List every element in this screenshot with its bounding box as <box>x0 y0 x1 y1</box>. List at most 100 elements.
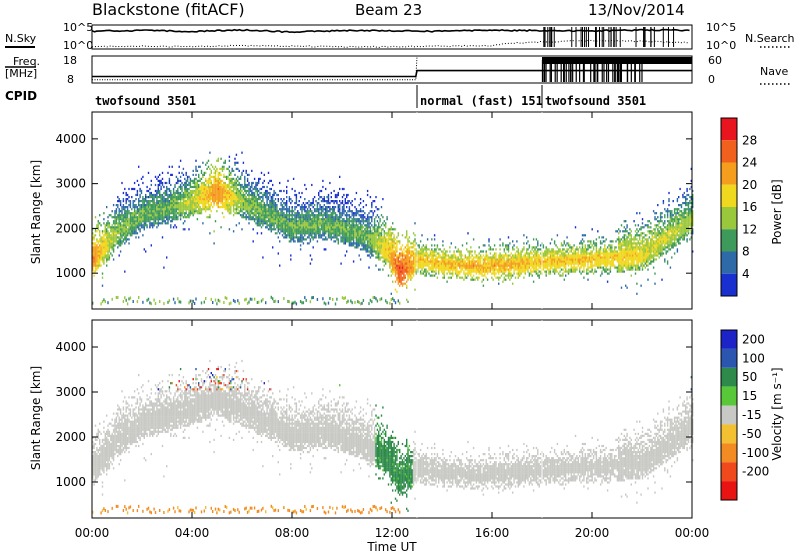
power-cell <box>417 252 419 255</box>
power-cell <box>323 238 325 241</box>
power-cell <box>188 193 190 197</box>
power-cell <box>119 228 122 231</box>
power-cell <box>262 181 264 185</box>
power-cell <box>316 230 319 233</box>
power-cell <box>475 254 478 257</box>
power-cell <box>422 266 425 269</box>
power-cell <box>350 232 352 235</box>
power-cell <box>115 236 118 239</box>
power-cell <box>263 220 265 223</box>
power-cell <box>447 258 450 261</box>
power-cell <box>117 218 119 221</box>
power-cell <box>365 226 367 229</box>
power-cell <box>401 254 404 257</box>
power-cell <box>401 282 404 285</box>
power-cell <box>323 214 325 217</box>
power-cell <box>121 228 123 231</box>
power-cell <box>217 177 219 180</box>
power-cell <box>184 220 186 223</box>
power-cell <box>255 189 257 193</box>
power-cell <box>297 226 299 229</box>
power-cell <box>358 204 360 207</box>
power-cell <box>223 196 225 199</box>
power-cell <box>412 242 415 245</box>
power-cell <box>447 256 450 259</box>
power-cell <box>277 236 279 239</box>
power-cell <box>149 210 151 213</box>
power-cell <box>464 266 466 269</box>
power-cell <box>358 228 360 231</box>
power-cell <box>344 228 346 231</box>
power-cell <box>147 220 150 223</box>
power-cell <box>393 236 395 239</box>
power-cell <box>329 234 331 237</box>
power-cell <box>359 236 362 239</box>
power-cell <box>301 208 303 211</box>
power-cell <box>166 204 168 207</box>
power-cell <box>459 262 461 265</box>
power-cell <box>191 198 193 201</box>
power-cell <box>132 218 134 221</box>
power-cell <box>425 268 427 271</box>
power-cell <box>364 238 366 241</box>
power-cell <box>392 258 394 261</box>
power-cell <box>337 204 339 207</box>
power-cell <box>392 248 394 251</box>
power-cell <box>412 256 415 259</box>
power-cell <box>104 246 106 249</box>
power-cell <box>206 193 208 197</box>
power-cell <box>291 236 293 239</box>
power-cell <box>481 268 483 271</box>
power-cell <box>290 258 292 261</box>
power-cell <box>390 246 392 249</box>
power-cell <box>488 270 490 273</box>
power-cell <box>484 258 486 261</box>
power-cell <box>276 216 278 219</box>
power-cell <box>96 262 98 265</box>
power-cell <box>281 200 284 203</box>
power-cell <box>230 212 232 215</box>
power-cell <box>186 216 189 219</box>
power-cell <box>133 224 136 227</box>
power-cell <box>479 254 482 257</box>
power-cell <box>274 222 277 225</box>
power-cell <box>421 234 423 237</box>
power-cell <box>253 200 256 203</box>
power-cell <box>126 206 129 209</box>
power-cell <box>266 210 268 213</box>
power-cell <box>492 264 494 267</box>
power-cell <box>378 226 380 229</box>
power-cell <box>226 177 228 180</box>
power-cell <box>171 210 173 213</box>
power-cell <box>238 200 240 203</box>
power-cell <box>426 252 429 255</box>
power-cell <box>491 266 493 269</box>
power-cell <box>118 230 120 233</box>
power-cell <box>297 214 299 217</box>
power-cell <box>147 218 150 221</box>
power-cell <box>488 244 490 247</box>
power-cell <box>210 183 212 187</box>
power-cell <box>459 266 461 269</box>
power-cell <box>404 236 406 239</box>
power-cell <box>135 212 137 215</box>
power-cell <box>142 204 144 207</box>
power-cell <box>343 222 345 225</box>
power-cell <box>313 208 316 211</box>
power-cell <box>168 210 171 213</box>
power-cell <box>327 202 330 205</box>
power-cell <box>182 210 185 213</box>
power-cell <box>357 230 359 233</box>
power-cell <box>472 266 475 269</box>
power-cell <box>167 218 169 221</box>
power-cell <box>153 200 155 203</box>
power-cell <box>136 224 139 227</box>
power-cell <box>371 210 373 213</box>
power-cell <box>478 258 480 261</box>
power-cell <box>146 185 148 189</box>
power-cell <box>253 187 256 191</box>
power-cell <box>107 238 109 241</box>
power-cell <box>337 208 339 211</box>
power-cell <box>108 224 111 227</box>
power-cell <box>262 208 264 211</box>
